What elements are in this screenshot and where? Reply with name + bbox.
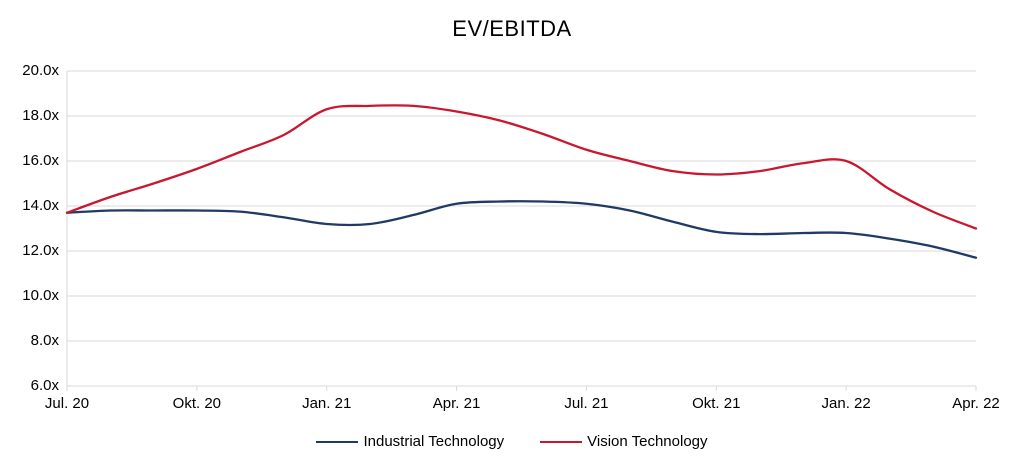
y-tick-label: 10.0x: [22, 287, 59, 304]
legend-item-industrial-technology: Industrial Technology: [316, 433, 504, 450]
y-tick-label: 6.0x: [30, 377, 59, 394]
legend-label: Vision Technology: [587, 433, 708, 450]
y-tick-label: 14.0x: [22, 197, 59, 214]
x-tick-label: Apr. 21: [432, 395, 481, 412]
legend-line-swatch-red: [540, 440, 583, 443]
series-line-vision-technology: [65, 104, 978, 230]
x-tick-label: Okt. 20: [172, 395, 222, 412]
x-tick-label: Okt. 21: [692, 395, 741, 412]
y-tick-label: 12.0x: [22, 242, 59, 259]
y-tick-label: 20.0x: [22, 62, 59, 79]
series-line-industrial-technology: [65, 200, 978, 259]
y-tick-label: 16.0x: [22, 152, 59, 169]
chart-legend: Industrial Technology Vision Technology: [0, 433, 1024, 450]
x-tick-label: Jul. 20: [44, 395, 90, 412]
legend-label: Industrial Technology: [363, 433, 505, 450]
x-tick-label: Jul. 21: [564, 395, 609, 412]
x-tick-label: Jan. 21: [302, 395, 352, 412]
legend-item-vision-technology: Vision Technology: [540, 433, 708, 450]
y-tick-label: 18.0x: [22, 107, 59, 124]
x-tick-label: Jan. 22: [821, 395, 871, 412]
chart-title: EV/EBITDA: [452, 16, 572, 41]
x-tick-label: Apr. 22: [952, 395, 1000, 412]
legend-line-swatch-blue: [316, 440, 359, 443]
y-tick-label: 8.0x: [30, 332, 59, 349]
